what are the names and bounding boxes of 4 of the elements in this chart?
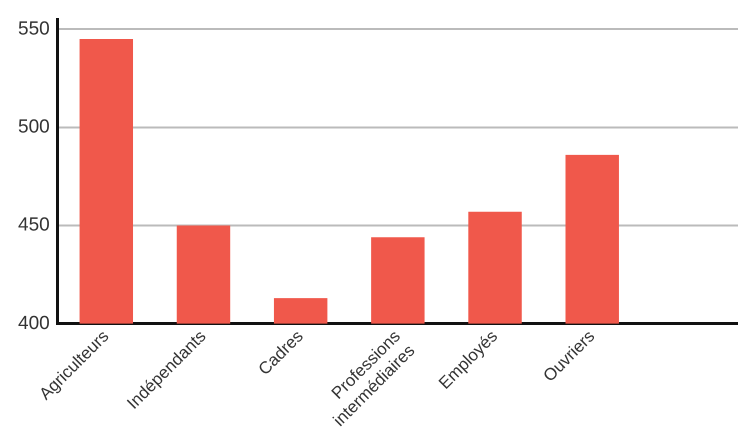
y-tick-label: 500 — [18, 116, 50, 138]
y-tick-label: 550 — [18, 18, 50, 40]
y-tick-label: 450 — [18, 214, 50, 236]
y-tick-label: 400 — [18, 312, 50, 334]
